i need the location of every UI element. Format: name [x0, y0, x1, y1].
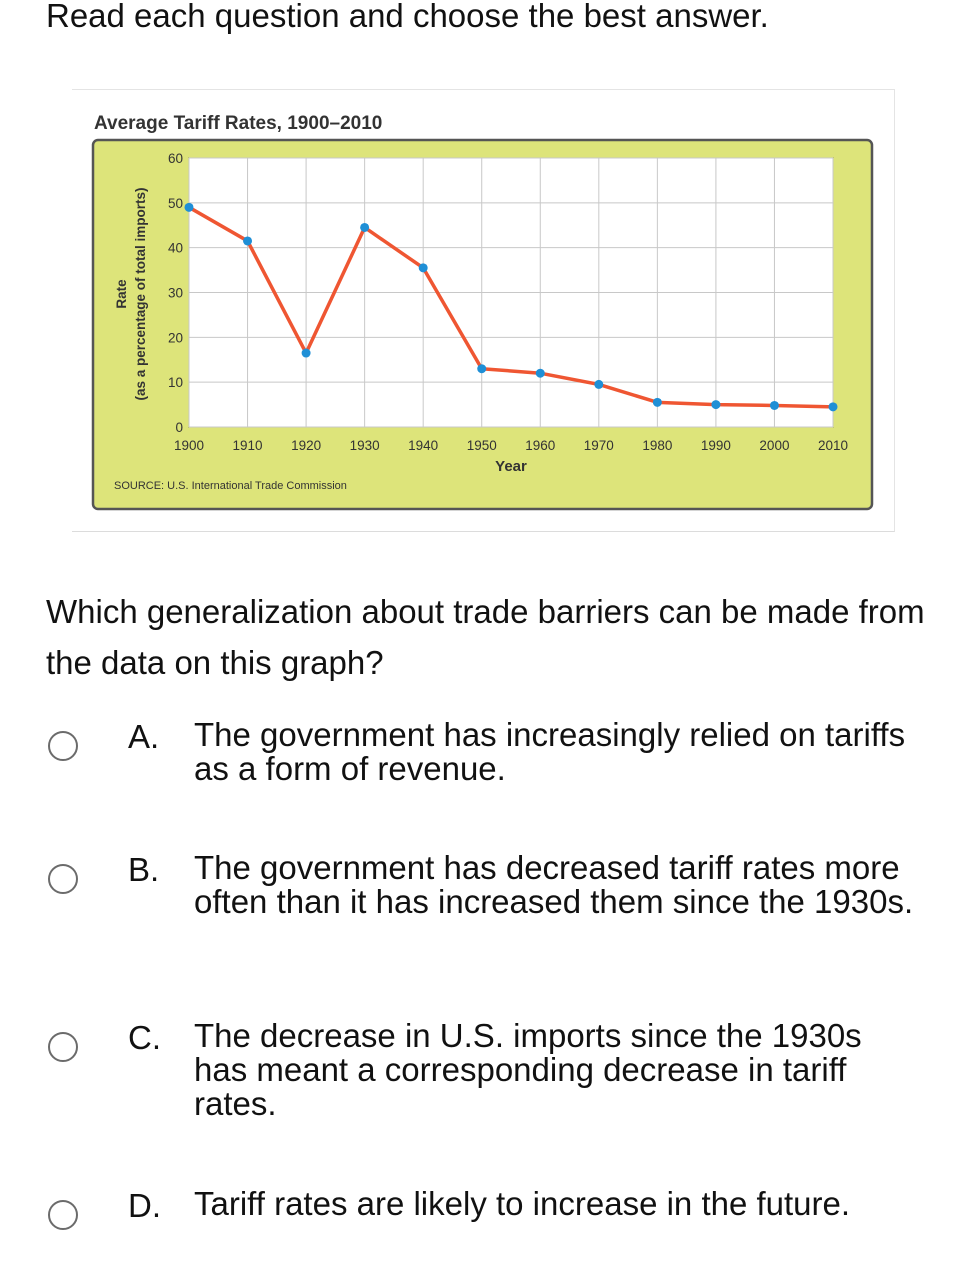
option-letter: A. — [128, 718, 160, 755]
y-tick-label: 10 — [168, 375, 183, 390]
data-point — [594, 379, 604, 389]
y-tick-label: 50 — [168, 196, 183, 211]
y-axis-label: Rate — [114, 279, 129, 309]
grid-lines — [188, 157, 834, 428]
data-point — [535, 368, 545, 378]
data-point — [243, 236, 253, 246]
answer-option-c[interactable]: C. The decrease in U.S. imports since th… — [44, 1019, 924, 1121]
y-tick-label: 0 — [175, 420, 183, 435]
option-text: The decrease in U.S. imports since the 1… — [194, 1017, 862, 1122]
chart-title: Average Tariff Rates, 1900–2010 — [94, 113, 382, 134]
data-point — [360, 222, 370, 232]
data-point — [828, 402, 838, 412]
x-tick-label: 1970 — [584, 438, 614, 453]
x-tick-label: 1910 — [233, 438, 263, 453]
option-letter: C. — [128, 1019, 161, 1056]
option-letter: B. — [128, 851, 160, 888]
data-points — [184, 202, 838, 412]
tariff-rate-line — [188, 205, 834, 409]
option-text: Tariff rates are likely to increase in t… — [194, 1185, 851, 1222]
x-tick-label: 2010 — [818, 438, 848, 453]
answer-option-b[interactable]: B. The government has decreased tariff r… — [44, 851, 924, 944]
x-tick-label: 1960 — [525, 438, 555, 453]
x-tick-label: 1940 — [408, 438, 438, 453]
data-point — [418, 263, 428, 273]
instruction-text: Read each question and choose the best a… — [46, 0, 769, 34]
data-point — [301, 348, 311, 358]
radio-button-icon[interactable] — [48, 1200, 78, 1230]
option-text: The government has increasingly relied o… — [194, 716, 906, 787]
x-tick-label: 1990 — [701, 438, 731, 453]
chart-source: SOURCE: U.S. International Trade Commiss… — [114, 480, 347, 492]
y-tick-label: 20 — [168, 330, 183, 345]
radio-button-icon[interactable] — [48, 731, 78, 761]
answer-option-d[interactable]: D. Tariff rates are likely to increase i… — [44, 1187, 924, 1280]
option-text: The government has decreased tariff rate… — [194, 849, 914, 920]
tariff-line-chart: Average Tariff Rates, 1900–2010 0 10 20 30 4… — [91, 113, 874, 511]
x-tick-labels: 1900 1910 1920 1930 1940 1950 1960 1970 1980 1990… — [174, 438, 848, 453]
option-letter: D. — [128, 1187, 161, 1224]
y-tick-label: 40 — [168, 241, 183, 256]
data-point — [769, 400, 779, 410]
chart-figure: Average Tariff Rates, 1900–2010 0 10 20 30 4… — [72, 89, 895, 532]
y-tick-labels: 0 10 20 30 40 50 60 — [168, 151, 183, 435]
y-tick-label: 30 — [168, 286, 183, 301]
answer-option-a[interactable]: A. The government has increasingly relie… — [44, 718, 924, 811]
data-point — [711, 400, 721, 410]
y-tick-label: 60 — [168, 151, 183, 166]
x-tick-label: 1980 — [642, 438, 672, 453]
x-tick-label: 1930 — [350, 438, 380, 453]
data-point — [477, 364, 487, 374]
x-tick-label: 1900 — [174, 438, 204, 453]
radio-button-icon[interactable] — [48, 864, 78, 894]
y-axis-sublabel: (as a percentage of total imports) — [133, 187, 148, 400]
data-point — [652, 397, 662, 407]
question-text: Which generalization about trade barrier… — [46, 593, 925, 681]
x-tick-label: 1920 — [291, 438, 321, 453]
radio-button-icon[interactable] — [48, 1032, 78, 1062]
x-tick-label: 2000 — [759, 438, 789, 453]
x-tick-label: 1950 — [467, 438, 497, 453]
x-axis-label: Year — [495, 458, 527, 475]
data-point — [184, 202, 194, 212]
